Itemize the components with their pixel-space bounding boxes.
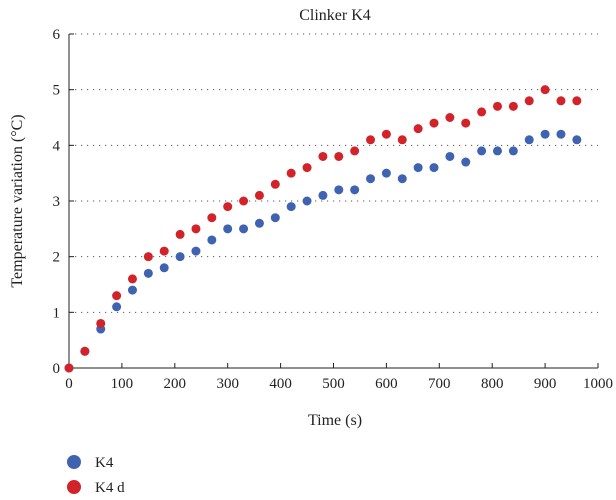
point-1-0 — [64, 363, 74, 373]
point-0-17 — [334, 185, 344, 195]
point-0-32 — [572, 135, 582, 145]
point-0-21 — [397, 174, 407, 184]
point-1-31 — [556, 96, 566, 106]
legend-label-0: K4 — [95, 455, 114, 471]
point-1-15 — [302, 163, 312, 173]
point-1-9 — [207, 213, 217, 223]
y-axis-title: Temperature variation (°C) — [9, 114, 26, 287]
point-0-8 — [191, 246, 201, 256]
point-1-10 — [223, 202, 233, 212]
gridlines — [69, 33, 598, 313]
legend-label-1: K4 d — [95, 480, 125, 496]
point-1-30 — [540, 85, 550, 95]
point-0-12 — [254, 218, 264, 228]
point-0-22 — [413, 163, 423, 173]
point-0-27 — [492, 146, 502, 156]
point-1-1 — [80, 346, 90, 356]
point-1-4 — [127, 274, 137, 284]
x-tick-label-500: 500 — [322, 376, 345, 392]
point-1-28 — [508, 101, 518, 111]
point-0-15 — [302, 196, 312, 206]
point-1-22 — [413, 124, 423, 134]
point-1-5 — [143, 252, 153, 262]
point-0-20 — [381, 168, 391, 178]
point-0-6 — [159, 263, 169, 273]
x-tick-label-900: 900 — [534, 376, 557, 392]
y-tick-label-5: 5 — [53, 83, 61, 99]
point-0-11 — [239, 224, 249, 234]
series-k4-d — [64, 85, 582, 373]
point-0-31 — [556, 129, 566, 139]
point-0-30 — [540, 129, 550, 139]
x-axis-title: Time (s) — [308, 412, 362, 429]
point-1-24 — [445, 113, 455, 122]
x-tick-labels: 0 100 200 300 400 500 600 700 800 900 1000 — [65, 376, 613, 392]
x-tick-label-0: 0 — [65, 376, 73, 392]
point-0-25 — [461, 157, 471, 167]
point-0-13 — [270, 213, 280, 223]
point-1-3 — [112, 291, 122, 301]
y-tick-label-4: 4 — [53, 138, 61, 154]
point-0-29 — [524, 135, 534, 145]
legend-marker-1 — [67, 480, 81, 494]
point-1-19 — [366, 135, 376, 145]
point-1-18 — [350, 146, 360, 156]
point-1-17 — [334, 151, 344, 161]
data-points — [64, 85, 582, 373]
point-1-25 — [461, 118, 471, 128]
point-0-28 — [508, 146, 518, 156]
point-0-26 — [477, 146, 487, 156]
x-tick-label-1000: 1000 — [583, 376, 613, 392]
x-tick-label-200: 200 — [164, 376, 187, 392]
y-tick-label-1: 1 — [53, 305, 61, 321]
point-0-4 — [127, 285, 137, 295]
point-1-13 — [270, 179, 280, 189]
point-1-11 — [239, 196, 249, 206]
x-tick-label-700: 700 — [428, 376, 451, 392]
y-tick-label-2: 2 — [53, 250, 61, 266]
x-tick-label-100: 100 — [111, 376, 134, 392]
legend: K4 K4 d — [67, 455, 125, 496]
series-k4 — [64, 129, 582, 373]
point-0-24 — [445, 151, 455, 161]
x-tick-label-300: 300 — [216, 376, 239, 392]
point-1-12 — [254, 190, 264, 200]
point-0-18 — [350, 185, 360, 195]
point-1-20 — [381, 129, 391, 139]
point-1-16 — [318, 151, 328, 161]
point-0-5 — [143, 268, 153, 278]
x-tick-label-400: 400 — [269, 376, 292, 392]
point-0-23 — [429, 163, 439, 173]
point-1-7 — [175, 229, 185, 239]
point-1-2 — [96, 318, 106, 328]
y-tick-labels: 0 1 2 3 4 5 6 — [53, 27, 61, 377]
y-tick-label-0: 0 — [53, 361, 61, 377]
point-1-21 — [397, 135, 407, 145]
point-1-8 — [191, 224, 201, 234]
point-0-7 — [175, 252, 185, 262]
y-tick-label-6: 6 — [53, 27, 61, 43]
legend-marker-0 — [67, 455, 81, 469]
point-0-16 — [318, 190, 328, 200]
point-1-6 — [159, 246, 169, 256]
chart-title: Clinker K4 — [299, 7, 371, 24]
point-1-26 — [477, 107, 487, 117]
y-tick-label-3: 3 — [53, 194, 61, 210]
point-0-3 — [112, 302, 122, 312]
point-0-19 — [366, 174, 376, 184]
point-1-14 — [286, 168, 296, 178]
axes — [68, 33, 599, 369]
point-1-27 — [492, 101, 502, 111]
point-0-10 — [223, 224, 233, 234]
x-tick-label-600: 600 — [375, 376, 398, 392]
point-1-23 — [429, 118, 439, 128]
point-0-9 — [207, 235, 217, 245]
point-0-14 — [286, 202, 296, 212]
point-1-32 — [572, 96, 582, 106]
x-tick-label-800: 800 — [481, 376, 504, 392]
point-1-29 — [524, 96, 534, 106]
